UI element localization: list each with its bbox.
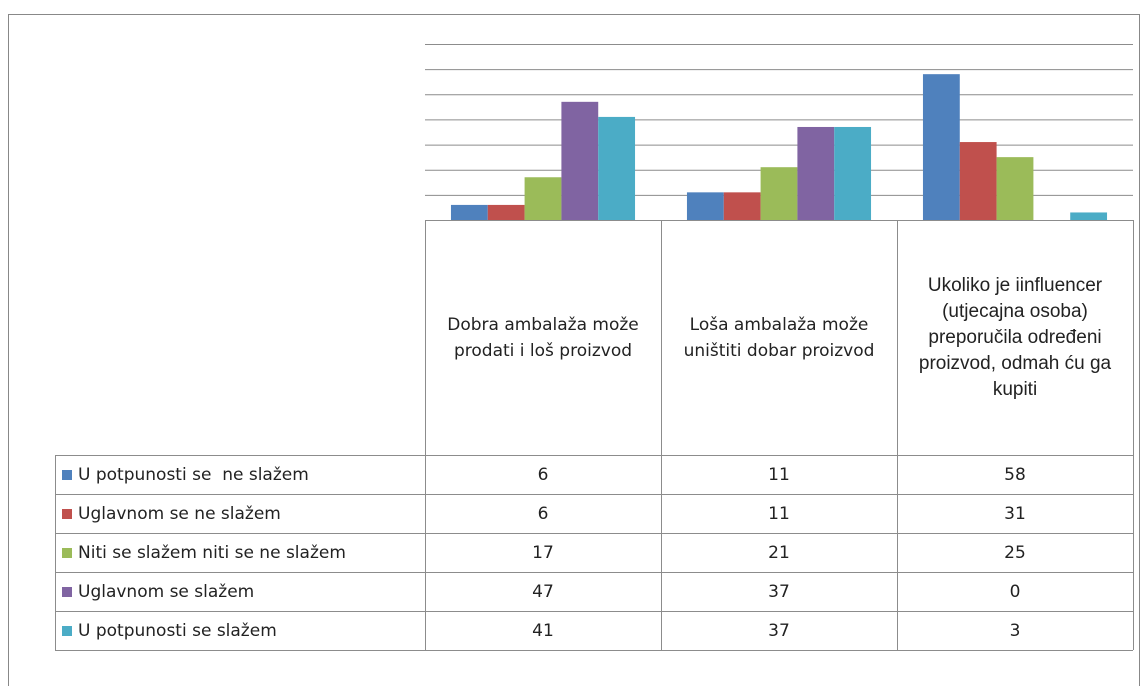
legend-swatch xyxy=(62,469,72,480)
legend-swatch xyxy=(62,547,72,558)
table-value: 31 xyxy=(1004,503,1026,524)
legend-label: U potpunosti se ne slažem xyxy=(78,464,309,485)
table-value: 0 xyxy=(1009,581,1021,602)
bar xyxy=(1070,212,1108,220)
legend-entry: Niti se slažem niti se ne slažem xyxy=(62,533,424,572)
table-value: 3 xyxy=(1009,620,1021,641)
bar xyxy=(686,192,724,220)
table-value: 11 xyxy=(768,503,790,524)
chart-border xyxy=(8,14,1140,686)
table-value: 6 xyxy=(537,464,549,485)
bar xyxy=(834,126,872,220)
bar xyxy=(996,157,1034,220)
legend-entry: U potpunosti se slažem xyxy=(62,611,424,650)
legend-entry: U potpunosti se ne slažem xyxy=(62,455,424,494)
legend-label: Niti se slažem niti se ne slažem xyxy=(78,542,346,563)
table-value: 17 xyxy=(532,542,554,563)
legend-label: Uglavnom se ne slažem xyxy=(78,503,281,524)
table-value: 47 xyxy=(532,581,554,602)
category-label: Ukoliko je iinfluencer (utjecajna osoba)… xyxy=(918,274,1112,400)
category-label: Dobra ambalaža može prodati i loš proizv… xyxy=(447,314,639,361)
legend-label: U potpunosti se slažem xyxy=(78,620,277,641)
legend-entry: Uglavnom se slažem xyxy=(62,572,424,611)
table-value: 25 xyxy=(1004,542,1026,563)
table-value: 21 xyxy=(768,542,790,563)
bar xyxy=(450,204,488,220)
table-value: 37 xyxy=(768,581,790,602)
bar xyxy=(922,74,960,221)
bar xyxy=(561,101,599,220)
bar xyxy=(723,192,761,220)
bar xyxy=(598,116,636,220)
bar xyxy=(959,142,997,220)
bar xyxy=(760,167,798,220)
legend-entry: Uglavnom se ne slažem xyxy=(62,494,424,533)
table-value: 6 xyxy=(537,503,549,524)
bar xyxy=(797,126,835,220)
legend-swatch xyxy=(62,586,72,597)
table-value: 11 xyxy=(768,464,790,485)
legend-swatch xyxy=(62,625,72,636)
table-value: 37 xyxy=(768,620,790,641)
bar xyxy=(524,177,562,220)
category-label: Loša ambalaža može uništiti dobar proizv… xyxy=(683,314,875,361)
legend-label: Uglavnom se slažem xyxy=(78,581,255,602)
bar xyxy=(487,204,525,220)
table-value: 41 xyxy=(532,620,554,641)
legend-swatch xyxy=(62,508,72,519)
table-value: 58 xyxy=(1004,464,1026,485)
